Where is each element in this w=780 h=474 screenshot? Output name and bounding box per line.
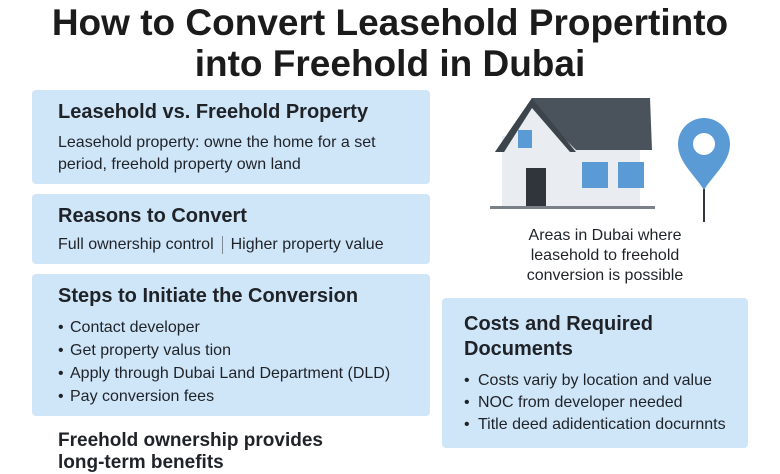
page-title: How to Convert Leasehold Propertinto int… (0, 2, 780, 84)
costs-list: Costs variy by location and value NOC fr… (464, 370, 726, 436)
costs-documents-card: Costs and Required Documents Costs variy… (442, 298, 748, 448)
costs-heading-line-1: Costs and Required (464, 313, 653, 335)
footer-line-1: Freehold ownership provides (58, 430, 323, 451)
costs-heading: Costs and Required Documents (464, 312, 726, 362)
title-line-1: How to Convert Leasehold Propertinto (51, 2, 729, 43)
leasehold-vs-freehold-card: Leasehold vs. Freehold Property Leasehol… (32, 90, 430, 184)
step-item: Contact developer (58, 316, 404, 339)
cost-item: Costs variy by location and value (464, 370, 726, 392)
title-line-2: into Freehold in Dubai (194, 43, 586, 84)
cost-item: Title deed adidentication docurnnts (464, 414, 726, 436)
caption-line-2: leasehold to freehold (530, 247, 680, 264)
leasehold-description: Leasehold property: owne the home for a … (58, 132, 404, 176)
house-icon (490, 98, 655, 209)
step-item: Get property valus tion (58, 339, 404, 362)
leasehold-text-line-2: period, freehold property own land (58, 156, 301, 173)
reasons-heading: Reasons to Convert (58, 205, 247, 227)
leasehold-heading: Leasehold vs. Freehold Property (58, 101, 369, 123)
footer-line-2: long-term benefits (58, 452, 224, 473)
steps-heading: Steps to Initiate the Conversion (58, 285, 359, 307)
location-pin-icon (678, 118, 730, 222)
reason-item: Full ownership control (58, 236, 214, 253)
house-illustration (490, 98, 730, 222)
reasons-row: Full ownership control Higher property v… (58, 236, 404, 254)
caption-line-3: conversion is possible (526, 267, 684, 284)
reasons-card: Reasons to Convert Full ownership contro… (32, 194, 430, 264)
reason-divider (221, 236, 223, 254)
steps-list: Contact developer Get property valus tio… (58, 316, 404, 408)
costs-heading-line-2: Documents (464, 338, 573, 360)
map-caption: Areas in Dubai where leasehold to freeho… (480, 226, 730, 286)
leasehold-text-line-1: Leasehold property: owne the home for a … (58, 134, 376, 151)
cost-item: NOC from developer needed (464, 392, 726, 414)
steps-card: Steps to Initiate the Conversion Contact… (32, 274, 430, 416)
caption-line-1: Areas in Dubai where (528, 227, 682, 244)
step-item: Apply through Dubai Land Department (DLD… (58, 362, 404, 385)
footer-note: Freehold ownership provides long-term be… (58, 430, 388, 474)
step-item: Pay conversion fees (58, 385, 404, 408)
reason-item: Higher property value (230, 236, 384, 253)
